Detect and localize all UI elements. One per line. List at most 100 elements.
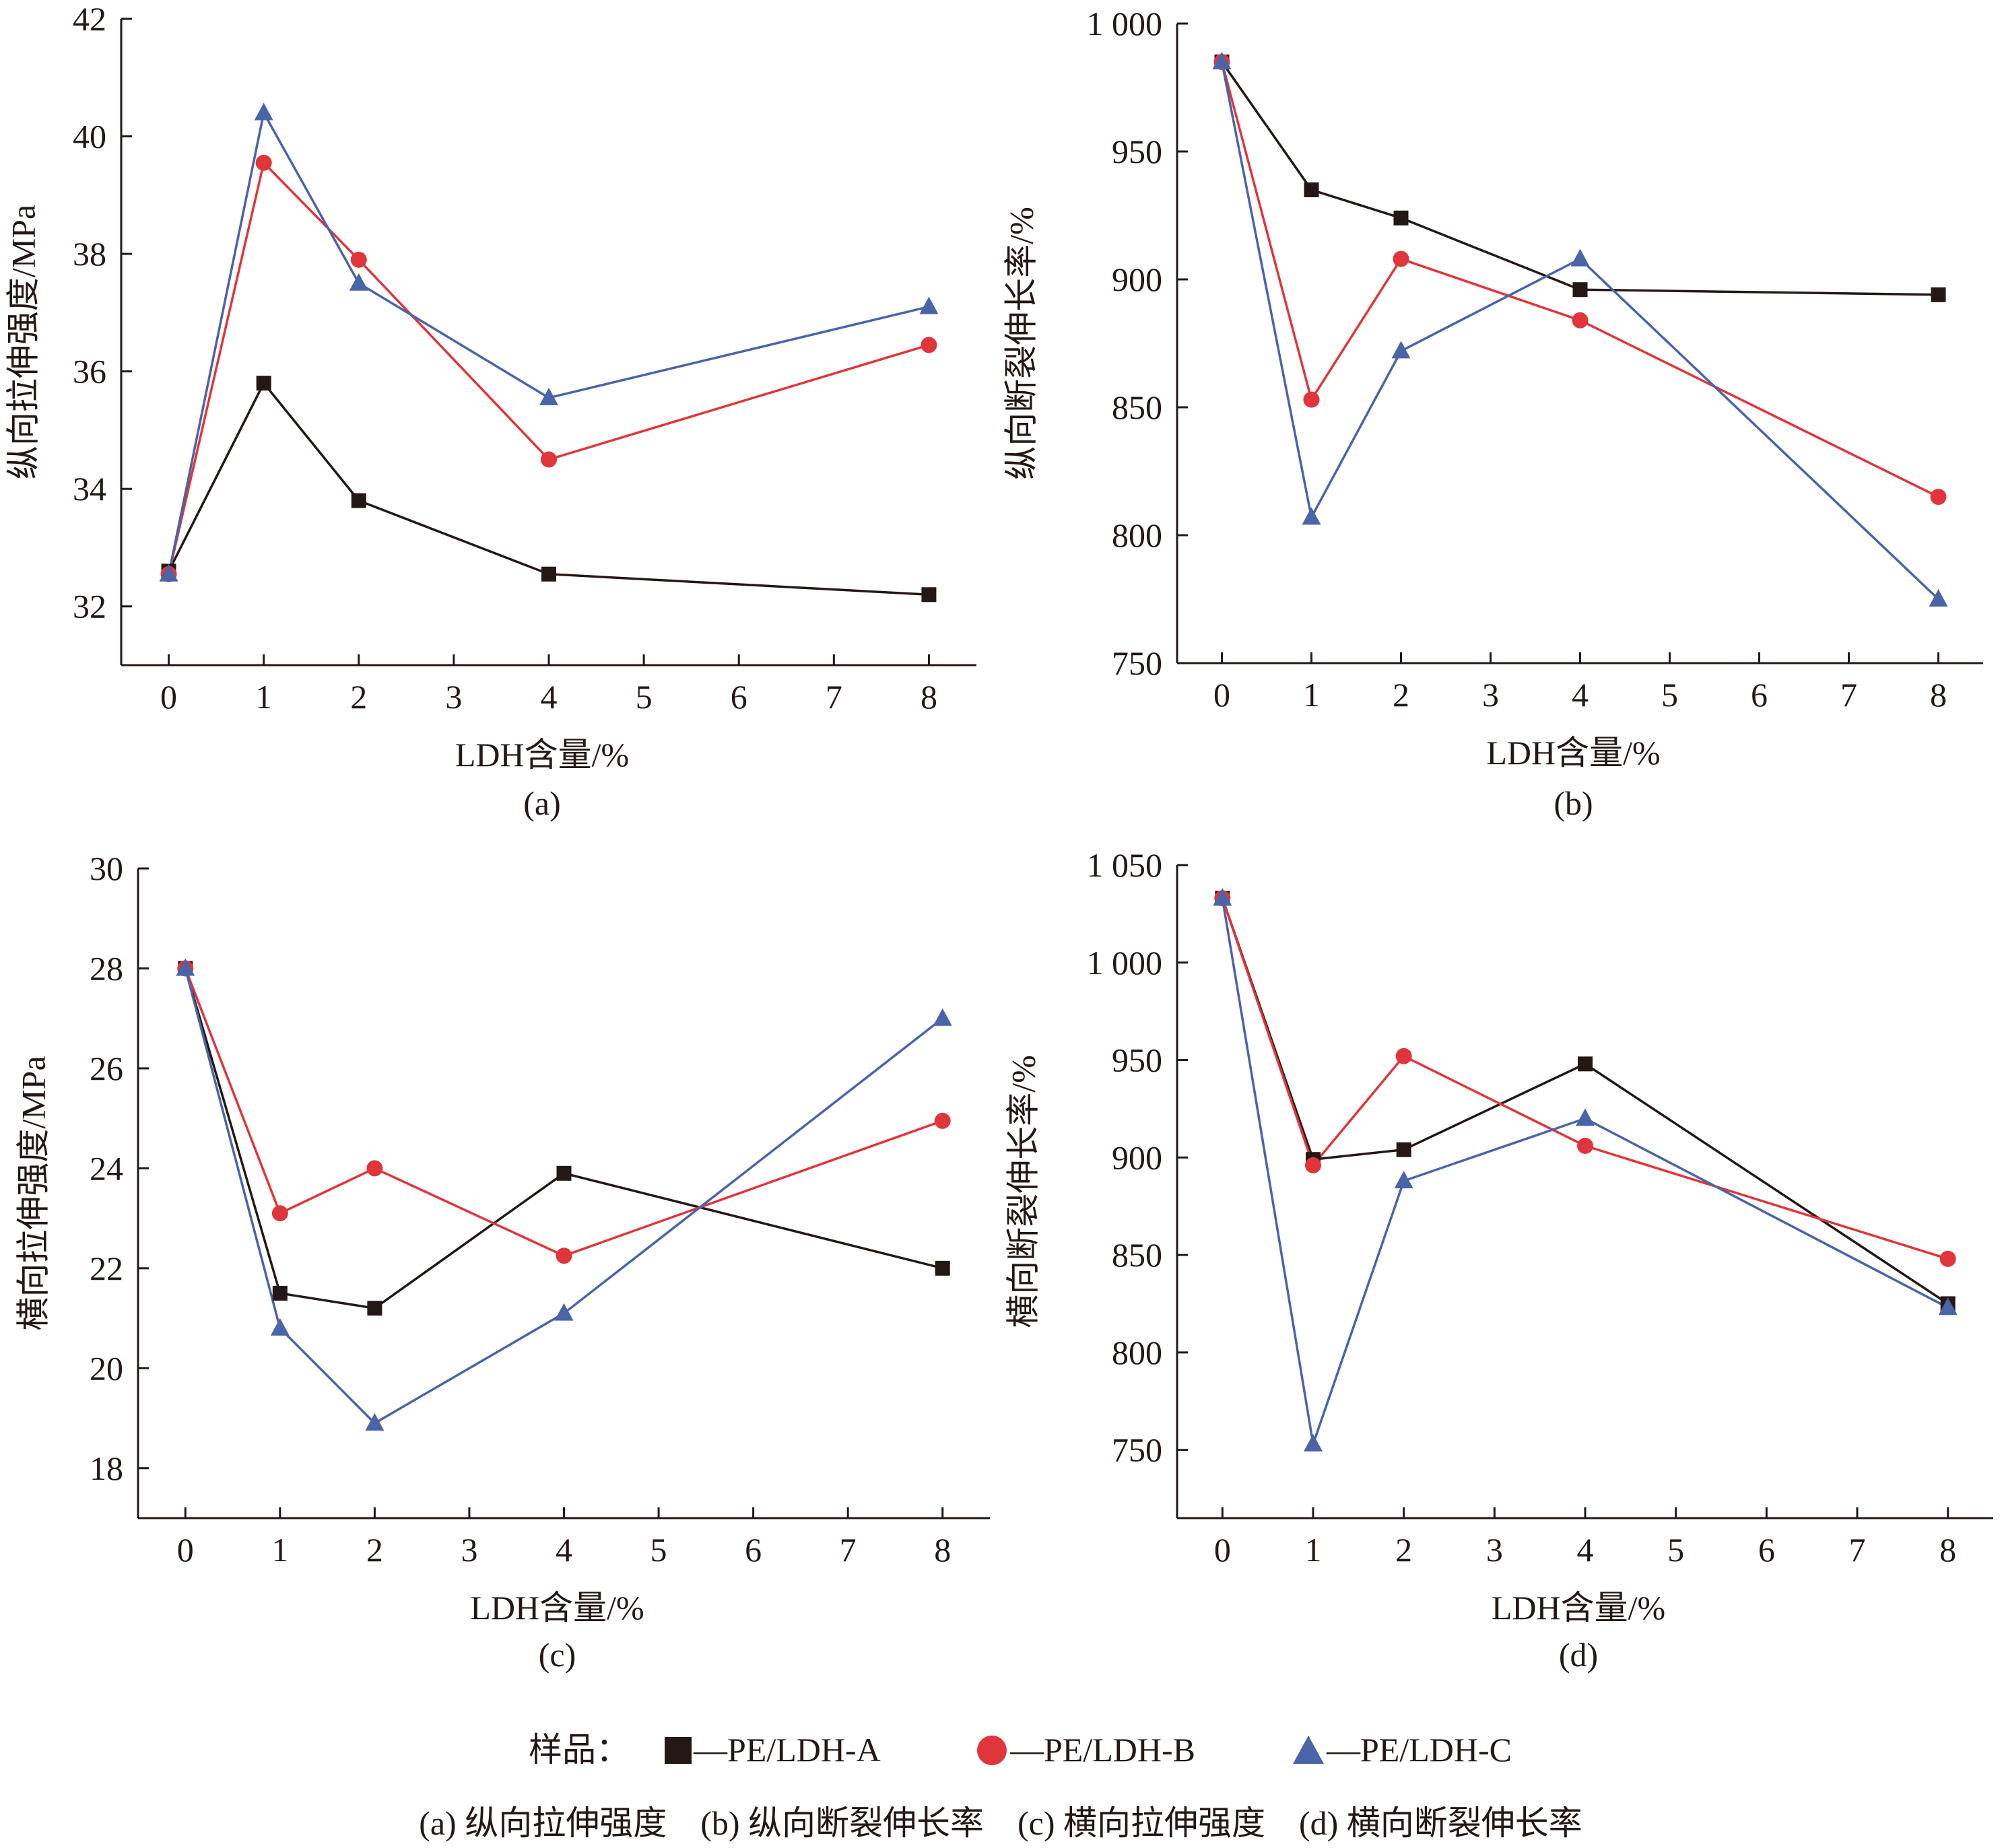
x-tick-label: 7: [826, 678, 842, 716]
data-point-c: [176, 958, 195, 976]
panel-d-lines: [1221, 897, 1949, 1445]
data-point-c: [919, 296, 939, 314]
series-line-a: [168, 380, 929, 596]
y-tick-label: 850: [1112, 1236, 1162, 1274]
x-tick-label: 0: [1213, 676, 1230, 714]
data-point-a: [1572, 282, 1588, 298]
series-line-a: [1221, 897, 1949, 1305]
data-point-a: [1931, 287, 1946, 302]
y-tick-label: 1 050: [1087, 846, 1163, 884]
x-tick-label: 8: [921, 678, 937, 716]
x-tick-label: 5: [650, 1531, 667, 1569]
x-tick-label: 0: [160, 678, 177, 716]
panel-d: 0 1 2 3 4 5 6 7 8 750 800 850 900 950 1 000 1 050 LDH含量/…: [1004, 846, 1993, 1674]
series-line-b: [184, 967, 943, 1258]
legend-marker-circle: [977, 1736, 1007, 1765]
data-point-b: [1930, 489, 1947, 505]
x-tick-label: 1: [1303, 676, 1320, 714]
x-tick-label: 8: [934, 1531, 951, 1569]
data-point-b: [350, 251, 367, 268]
panel-b-lines: [1220, 61, 1939, 601]
data-point-c: [539, 387, 558, 405]
x-tick-label: 0: [1214, 1531, 1231, 1569]
x-tick-label: 2: [366, 1531, 383, 1569]
data-point-a: [556, 1165, 572, 1181]
series-line-c: [1220, 61, 1939, 601]
legend-marker-triangle: [1293, 1736, 1324, 1764]
x-tick-label: 4: [1572, 676, 1589, 714]
x-tick-label: 6: [1758, 1531, 1775, 1569]
panel-a-lines: [167, 109, 929, 596]
x-tick-label: 6: [1751, 676, 1768, 714]
y-tick-label: 800: [1112, 516, 1162, 554]
x-tick-label: 3: [445, 678, 462, 716]
y-tick-label: 1 000: [1087, 944, 1163, 982]
panel-label: (c): [539, 1636, 576, 1674]
y-axis-title: 横向拉伸强度/MPa: [14, 1056, 52, 1330]
panel-c-axes: [137, 867, 990, 1519]
data-point-a: [541, 566, 556, 582]
y-tick-label: 26: [90, 1050, 123, 1087]
data-point-c: [1212, 52, 1232, 69]
data-point-a: [351, 493, 366, 508]
x-tick-label: 6: [731, 678, 747, 716]
data-point-b: [1939, 1250, 1956, 1267]
legend-label-a: —PE/LDH-A: [693, 1731, 881, 1769]
legend-label-b: —PE/LDH-B: [1009, 1731, 1195, 1769]
y-tick-label: 1 000: [1087, 5, 1163, 42]
panel-c: 0 1 2 3 4 5 6 7 8 18 20 22 24 26 28 30 LDH含量/% 横向拉伸强度/MPa…: [14, 850, 990, 1674]
panel-a-axes: [120, 18, 976, 666]
panel-a-labels: 0 1 2 3 4 5 6 7 8323436384042LDH含量/%纵向拉伸强度/MPa(a…: [4, 0, 937, 822]
x-axis-title: LDH含量/%: [1492, 1589, 1665, 1627]
x-tick-label: 1: [1305, 1531, 1322, 1569]
legend-label-c: —PE/LDH-C: [1326, 1731, 1512, 1769]
x-axis-title: LDH含量/%: [455, 736, 629, 774]
data-point-c: [1302, 507, 1321, 525]
legend: 样品： —PE/LDH-A —PE/LDH-B —PE/LDH-C: [529, 1731, 1512, 1769]
data-point-a: [935, 1260, 950, 1276]
series-line-c: [184, 968, 943, 1425]
y-axis-title: 纵向断裂伸长率/%: [1002, 207, 1040, 480]
data-point-b: [255, 154, 272, 171]
x-tick-label: 5: [636, 678, 653, 716]
panel-label: (a): [523, 784, 561, 822]
x-tick-label: 7: [1840, 676, 1857, 714]
series-line-b: [167, 160, 929, 575]
x-axis-title: LDH含量/%: [1486, 734, 1660, 772]
y-tick-label: 800: [1112, 1334, 1162, 1371]
data-point-c: [1570, 248, 1590, 267]
y-tick-label: 20: [90, 1349, 123, 1387]
figure-caption: (a) 纵向拉伸强度 (b) 纵向断裂伸长率 (c) 横向拉伸强度 (d) 横向…: [419, 1804, 1582, 1842]
data-point-c: [933, 1008, 952, 1026]
data-point-b: [1572, 312, 1589, 329]
x-tick-label: 2: [350, 678, 367, 716]
x-tick-label: 0: [177, 1531, 194, 1569]
panel-d-axes: [1176, 864, 1993, 1519]
series-line-b: [1220, 61, 1939, 498]
data-point-c: [365, 1412, 385, 1431]
y-tick-label: 30: [90, 850, 123, 887]
y-tick-label: 850: [1112, 388, 1162, 426]
y-tick-label: 950: [1112, 1041, 1162, 1079]
data-point-b: [1305, 1157, 1321, 1173]
x-tick-label: 1: [255, 678, 272, 716]
data-point-b: [271, 1205, 288, 1222]
data-point-c: [1576, 1108, 1595, 1126]
x-tick-label: 6: [745, 1531, 762, 1569]
data-point-b: [541, 451, 557, 468]
data-point-a: [1396, 1142, 1411, 1157]
data-point-a: [1393, 210, 1409, 226]
x-axis-title: LDH含量/%: [470, 1589, 644, 1627]
data-point-b: [921, 337, 937, 353]
data-point-c: [270, 1317, 290, 1336]
y-tick-label: 28: [90, 949, 123, 987]
data-point-a: [1578, 1056, 1593, 1072]
x-tick-label: 4: [556, 1531, 572, 1569]
data-point-c: [1213, 888, 1232, 906]
data-point-b: [1393, 250, 1409, 267]
data-point-b: [1303, 391, 1320, 408]
data-point-c: [1929, 589, 1948, 607]
x-tick-label: 2: [1393, 676, 1409, 714]
y-tick-label: 950: [1112, 133, 1162, 170]
